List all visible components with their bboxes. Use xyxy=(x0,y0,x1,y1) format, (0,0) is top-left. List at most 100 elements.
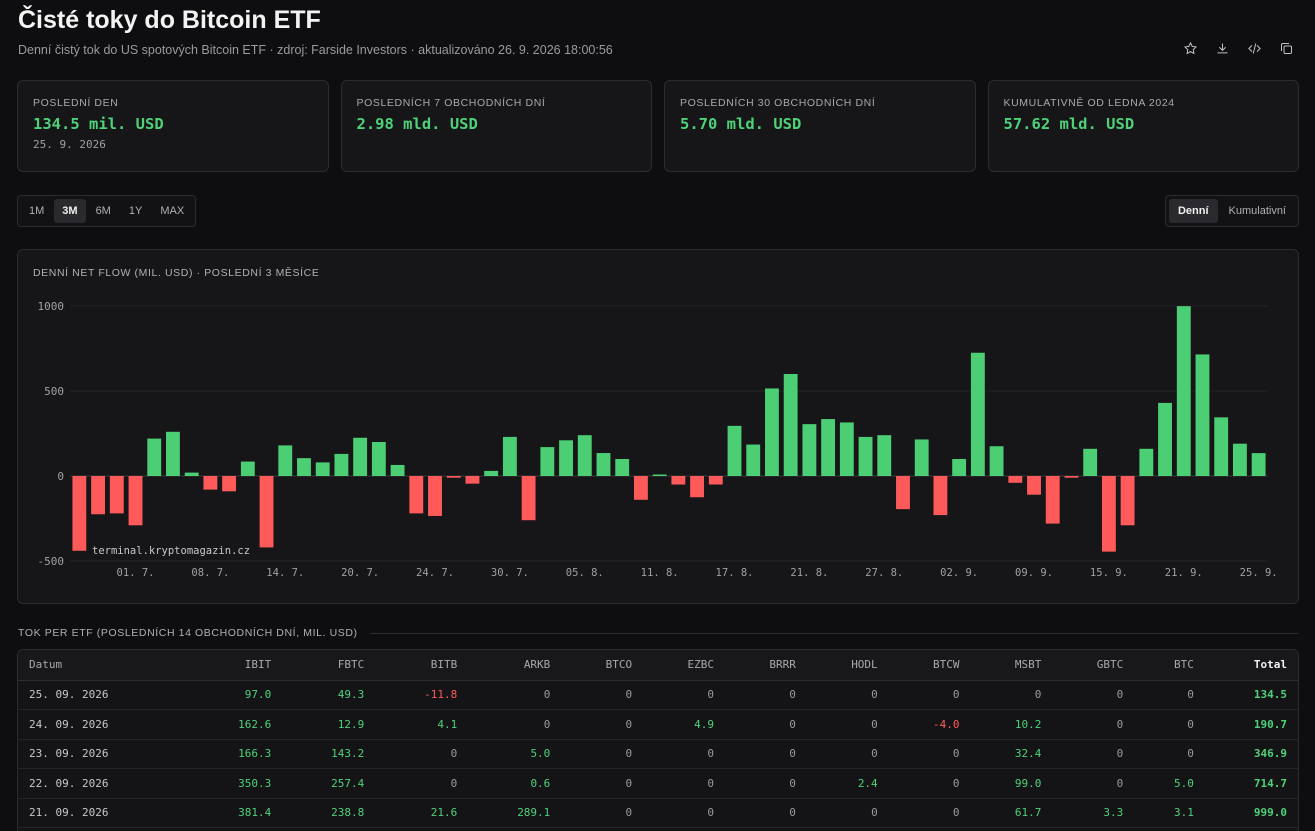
chart-bar xyxy=(559,440,573,476)
kpi-value: 5.70 mld. USD xyxy=(680,115,802,133)
page-title: Čisté toky do Bitcoin ETF xyxy=(18,6,321,34)
table-cell: 166.3 xyxy=(189,739,283,769)
range-max-button[interactable]: MAX xyxy=(160,205,185,217)
kpi-row: POSLEDNÍ DEN 134.5 mil. USD 25. 9. 2026 … xyxy=(17,80,1299,172)
chart-bar xyxy=(708,476,723,485)
chart-bar xyxy=(502,436,517,476)
table-cell: 0 xyxy=(806,709,889,740)
column-header[interactable]: BTCW xyxy=(888,650,971,681)
star-icon[interactable] xyxy=(1179,38,1201,58)
table-cell: 0 xyxy=(1052,768,1135,799)
x-tick-label: 20. 7. xyxy=(341,567,379,579)
copy-icon[interactable] xyxy=(1275,38,1297,58)
table-cell: 0 xyxy=(643,768,725,799)
table-cell: 0 xyxy=(806,798,889,828)
table-cell: 0 xyxy=(643,798,725,828)
chart-bar xyxy=(802,424,817,476)
chart-bar xyxy=(128,476,143,526)
chart-bar xyxy=(109,476,124,514)
table-cell: 0 xyxy=(561,798,644,828)
range-6m-button[interactable]: 6M xyxy=(95,205,111,217)
chart-bar xyxy=(727,425,742,476)
table-cell: 23. 09. 2026 xyxy=(18,739,190,769)
column-header[interactable]: IBIT xyxy=(189,650,283,681)
kpi-label: POSLEDNÍCH 7 OBCHODNÍCH DNÍ xyxy=(356,97,546,109)
mode-cumulative-button[interactable]: Kumulativní xyxy=(1228,205,1286,217)
column-header[interactable]: BITB xyxy=(375,650,469,681)
y-tick-label: 0 xyxy=(57,470,64,483)
x-tick-label: 21. 9. xyxy=(1165,567,1203,579)
table-cell: 21. 09. 2026 xyxy=(18,798,190,828)
chart-bar xyxy=(521,476,536,521)
chart-bar xyxy=(540,447,555,476)
x-tick-label: 30. 7. xyxy=(491,567,529,579)
table-cell: 257.4 xyxy=(282,768,376,799)
chart-bar xyxy=(1101,476,1116,552)
table-cell: 99.0 xyxy=(970,768,1053,799)
chart-bar xyxy=(596,453,611,476)
table-cell: 999.0 xyxy=(1204,798,1298,828)
chart-bar xyxy=(952,459,967,476)
chart-bar xyxy=(1214,417,1229,476)
column-header[interactable]: FBTC xyxy=(282,650,376,681)
chart-bar xyxy=(633,476,648,500)
chart-bar xyxy=(970,352,985,476)
table-header-row: Datum IBIT FBTC BITB ARKB BTCO EZBC BRRR HODL BTC… xyxy=(18,650,1298,681)
chart-bar xyxy=(1045,476,1060,524)
chart-bar xyxy=(184,472,199,476)
table-cell: 162.6 xyxy=(189,709,283,740)
column-header[interactable]: Total xyxy=(1204,650,1298,681)
table-cell: 0 xyxy=(468,709,562,740)
chart-bar xyxy=(858,436,873,476)
chart-card: 1000 500 0 -500 01. 7. 08. 7. 14. 7. 20. 7. 24. … xyxy=(17,249,1299,604)
range-1y-button[interactable]: 1Y xyxy=(128,205,143,217)
table-cell: 0 xyxy=(888,680,971,710)
table-cell: 0 xyxy=(561,680,644,710)
range-1m-button[interactable]: 1M xyxy=(29,205,45,217)
column-header[interactable]: ARKB xyxy=(468,650,562,681)
column-header[interactable]: BTCO xyxy=(561,650,644,681)
table-cell: 3.3 xyxy=(1052,798,1135,828)
range-3m-button[interactable]: 3M xyxy=(54,199,86,223)
column-header[interactable]: BRRR xyxy=(725,650,807,681)
table-cell: 289.1 xyxy=(468,798,562,828)
table-body: 25. 09. 2026 97.0 49.3 -11.8 0 0 0 0 0 0 0 0 0 134.5 2… xyxy=(18,680,1298,828)
chart-bar xyxy=(1027,476,1041,495)
mode-daily-button[interactable]: Denní xyxy=(1168,199,1218,223)
x-tick-label: 27. 8. xyxy=(865,567,903,579)
table-cell: 0 xyxy=(1134,680,1205,710)
table-cell: 0 xyxy=(561,739,644,769)
download-icon[interactable] xyxy=(1211,38,1233,58)
chart-bar xyxy=(72,476,87,551)
x-tick-label: 01. 7. xyxy=(117,567,155,579)
column-header[interactable]: MSBT xyxy=(970,650,1053,681)
chart-bar xyxy=(315,462,330,476)
section-title: TOK PER ETF (POSLEDNÍCH 14 OBCHODNÍCH DN… xyxy=(18,627,358,639)
table-cell: 0 xyxy=(725,680,807,710)
column-header[interactable]: BTC xyxy=(1134,650,1205,681)
table-cell: 22. 09. 2026 xyxy=(18,768,190,799)
column-header[interactable]: Datum xyxy=(18,650,190,681)
table-cell: 4.1 xyxy=(375,709,469,740)
table-cell: 0 xyxy=(643,739,725,769)
y-tick-label: 1000 xyxy=(38,300,65,313)
table-cell: 0 xyxy=(725,768,807,799)
chart-bar xyxy=(1251,453,1266,476)
chart-bar xyxy=(989,446,1004,476)
chart-bar xyxy=(839,422,854,476)
x-tick-label: 09. 9. xyxy=(1015,567,1053,579)
toolbar xyxy=(1179,38,1297,58)
column-header[interactable]: GBTC xyxy=(1052,650,1135,681)
table-row: 22. 09. 2026 350.3 257.4 0 0.6 0 0 0 2.4 0 99.0 0 5.… xyxy=(18,768,1298,799)
x-tick-label: 24. 7. xyxy=(416,567,454,579)
table-cell: 0 xyxy=(1052,709,1135,740)
column-header[interactable]: EZBC xyxy=(643,650,725,681)
table-cell: 0 xyxy=(468,680,562,710)
x-tick-label: 08. 7. xyxy=(191,567,229,579)
table-row: 24. 09. 2026 162.6 12.9 4.1 0 0 4.9 0 0 -4.0 10.2 0… xyxy=(18,709,1298,740)
column-header[interactable]: HODL xyxy=(806,650,889,681)
table-cell: 0 xyxy=(1052,680,1135,710)
chart-bar xyxy=(1008,476,1023,483)
chart-bar xyxy=(1176,306,1191,476)
code-icon[interactable] xyxy=(1243,38,1265,58)
